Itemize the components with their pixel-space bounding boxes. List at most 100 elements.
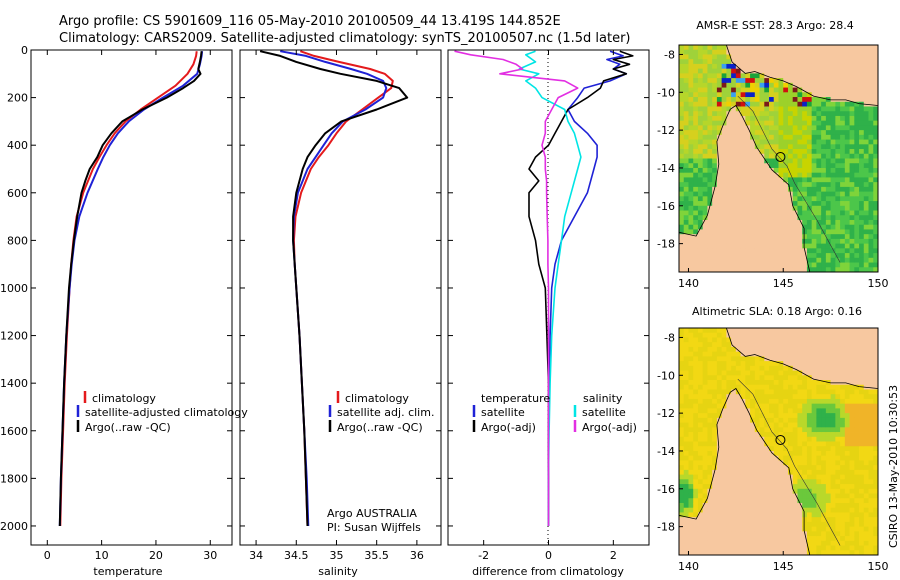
map-cell <box>688 172 694 178</box>
map-cell <box>787 163 794 169</box>
map-cell <box>859 465 865 471</box>
map-cell <box>726 498 732 504</box>
map-cell <box>797 389 803 395</box>
map-cell <box>754 163 760 169</box>
map-cell <box>683 413 689 419</box>
map-cell <box>688 332 694 338</box>
lat-tick-label: -16 <box>657 200 675 213</box>
map-cell <box>764 545 770 551</box>
map-cell <box>844 134 850 140</box>
map-cell <box>802 384 808 390</box>
map-cell <box>806 370 813 376</box>
map-cell <box>759 536 765 542</box>
map-cell <box>873 149 879 155</box>
map-cell <box>731 441 737 447</box>
map-cell <box>702 361 708 367</box>
map-cell <box>821 172 827 178</box>
map-cell <box>792 120 798 126</box>
map-cell <box>868 346 874 353</box>
map-cell <box>778 389 784 395</box>
map-cell <box>750 498 756 504</box>
map-cell <box>702 517 708 523</box>
map-cell <box>745 238 751 245</box>
map-cell <box>830 182 836 188</box>
map-cell <box>792 215 798 221</box>
map-cell <box>825 356 832 362</box>
map-cell <box>854 427 860 433</box>
map-cell <box>726 517 732 523</box>
pi-annotation: PI: Susan Wijffels <box>327 521 421 534</box>
map-cell <box>844 68 850 74</box>
map-cell <box>821 498 827 504</box>
map-cell <box>769 394 775 400</box>
map-cell <box>840 144 846 150</box>
map-cell <box>769 488 775 494</box>
map-cell <box>816 134 822 140</box>
map-cell <box>778 182 784 188</box>
map-cell <box>792 177 798 183</box>
map-cell <box>830 351 836 357</box>
map-cell <box>688 87 694 93</box>
lon-tick-label: 140 <box>678 560 699 573</box>
map-cell <box>854 446 860 452</box>
map-cell <box>840 517 846 523</box>
map-cell <box>830 49 836 55</box>
map-cell <box>759 413 765 419</box>
map-cell <box>759 78 765 84</box>
map-cell <box>688 92 694 98</box>
coastline <box>678 387 811 556</box>
map-cell <box>745 130 751 136</box>
map-cell <box>773 92 779 98</box>
map-cell <box>750 111 756 117</box>
map-cell <box>792 427 798 433</box>
map-cell <box>750 446 756 452</box>
map-cell <box>797 375 803 381</box>
map-cell <box>816 205 822 211</box>
map-cell <box>835 540 841 546</box>
map-cell <box>707 498 713 504</box>
map-cell <box>712 243 718 249</box>
map-cell <box>735 517 741 523</box>
map-cell <box>830 45 836 51</box>
map-cell <box>745 115 751 122</box>
map-cell <box>811 78 817 84</box>
map-cell <box>802 163 808 169</box>
map-cell <box>859 351 865 357</box>
map-cell <box>835 450 841 457</box>
map-cell <box>697 465 704 471</box>
map-cell <box>759 479 765 485</box>
map-cell <box>778 493 784 499</box>
map-cell <box>754 370 760 376</box>
map-cell <box>849 465 855 471</box>
map-cell <box>712 488 718 494</box>
map-cell <box>806 351 813 357</box>
map-cell <box>797 101 803 107</box>
map-cell <box>863 78 869 84</box>
map-cell <box>773 182 779 188</box>
map-cell <box>740 512 746 518</box>
map-cell <box>811 125 817 131</box>
map-cell <box>735 158 741 164</box>
map-cell <box>792 536 798 542</box>
map-cell <box>773 493 779 499</box>
map-cell <box>816 253 822 259</box>
map-cell <box>731 182 737 188</box>
map-cell <box>859 474 865 480</box>
map-cell <box>759 337 765 343</box>
map-cell <box>835 394 841 400</box>
map-cell <box>726 436 732 442</box>
map-cell <box>792 332 798 338</box>
map-cell <box>811 417 817 423</box>
map-cell <box>835 101 841 107</box>
map-cell <box>821 73 827 79</box>
map-cell <box>821 346 827 353</box>
map-cell <box>688 63 694 70</box>
map-cell <box>849 149 855 155</box>
map-cell <box>778 427 784 433</box>
map-cell <box>731 356 737 362</box>
map-cell <box>769 332 775 338</box>
map-cell <box>726 59 732 65</box>
map-cell <box>854 351 860 357</box>
map-cell <box>825 63 832 70</box>
map-cell <box>811 87 817 93</box>
